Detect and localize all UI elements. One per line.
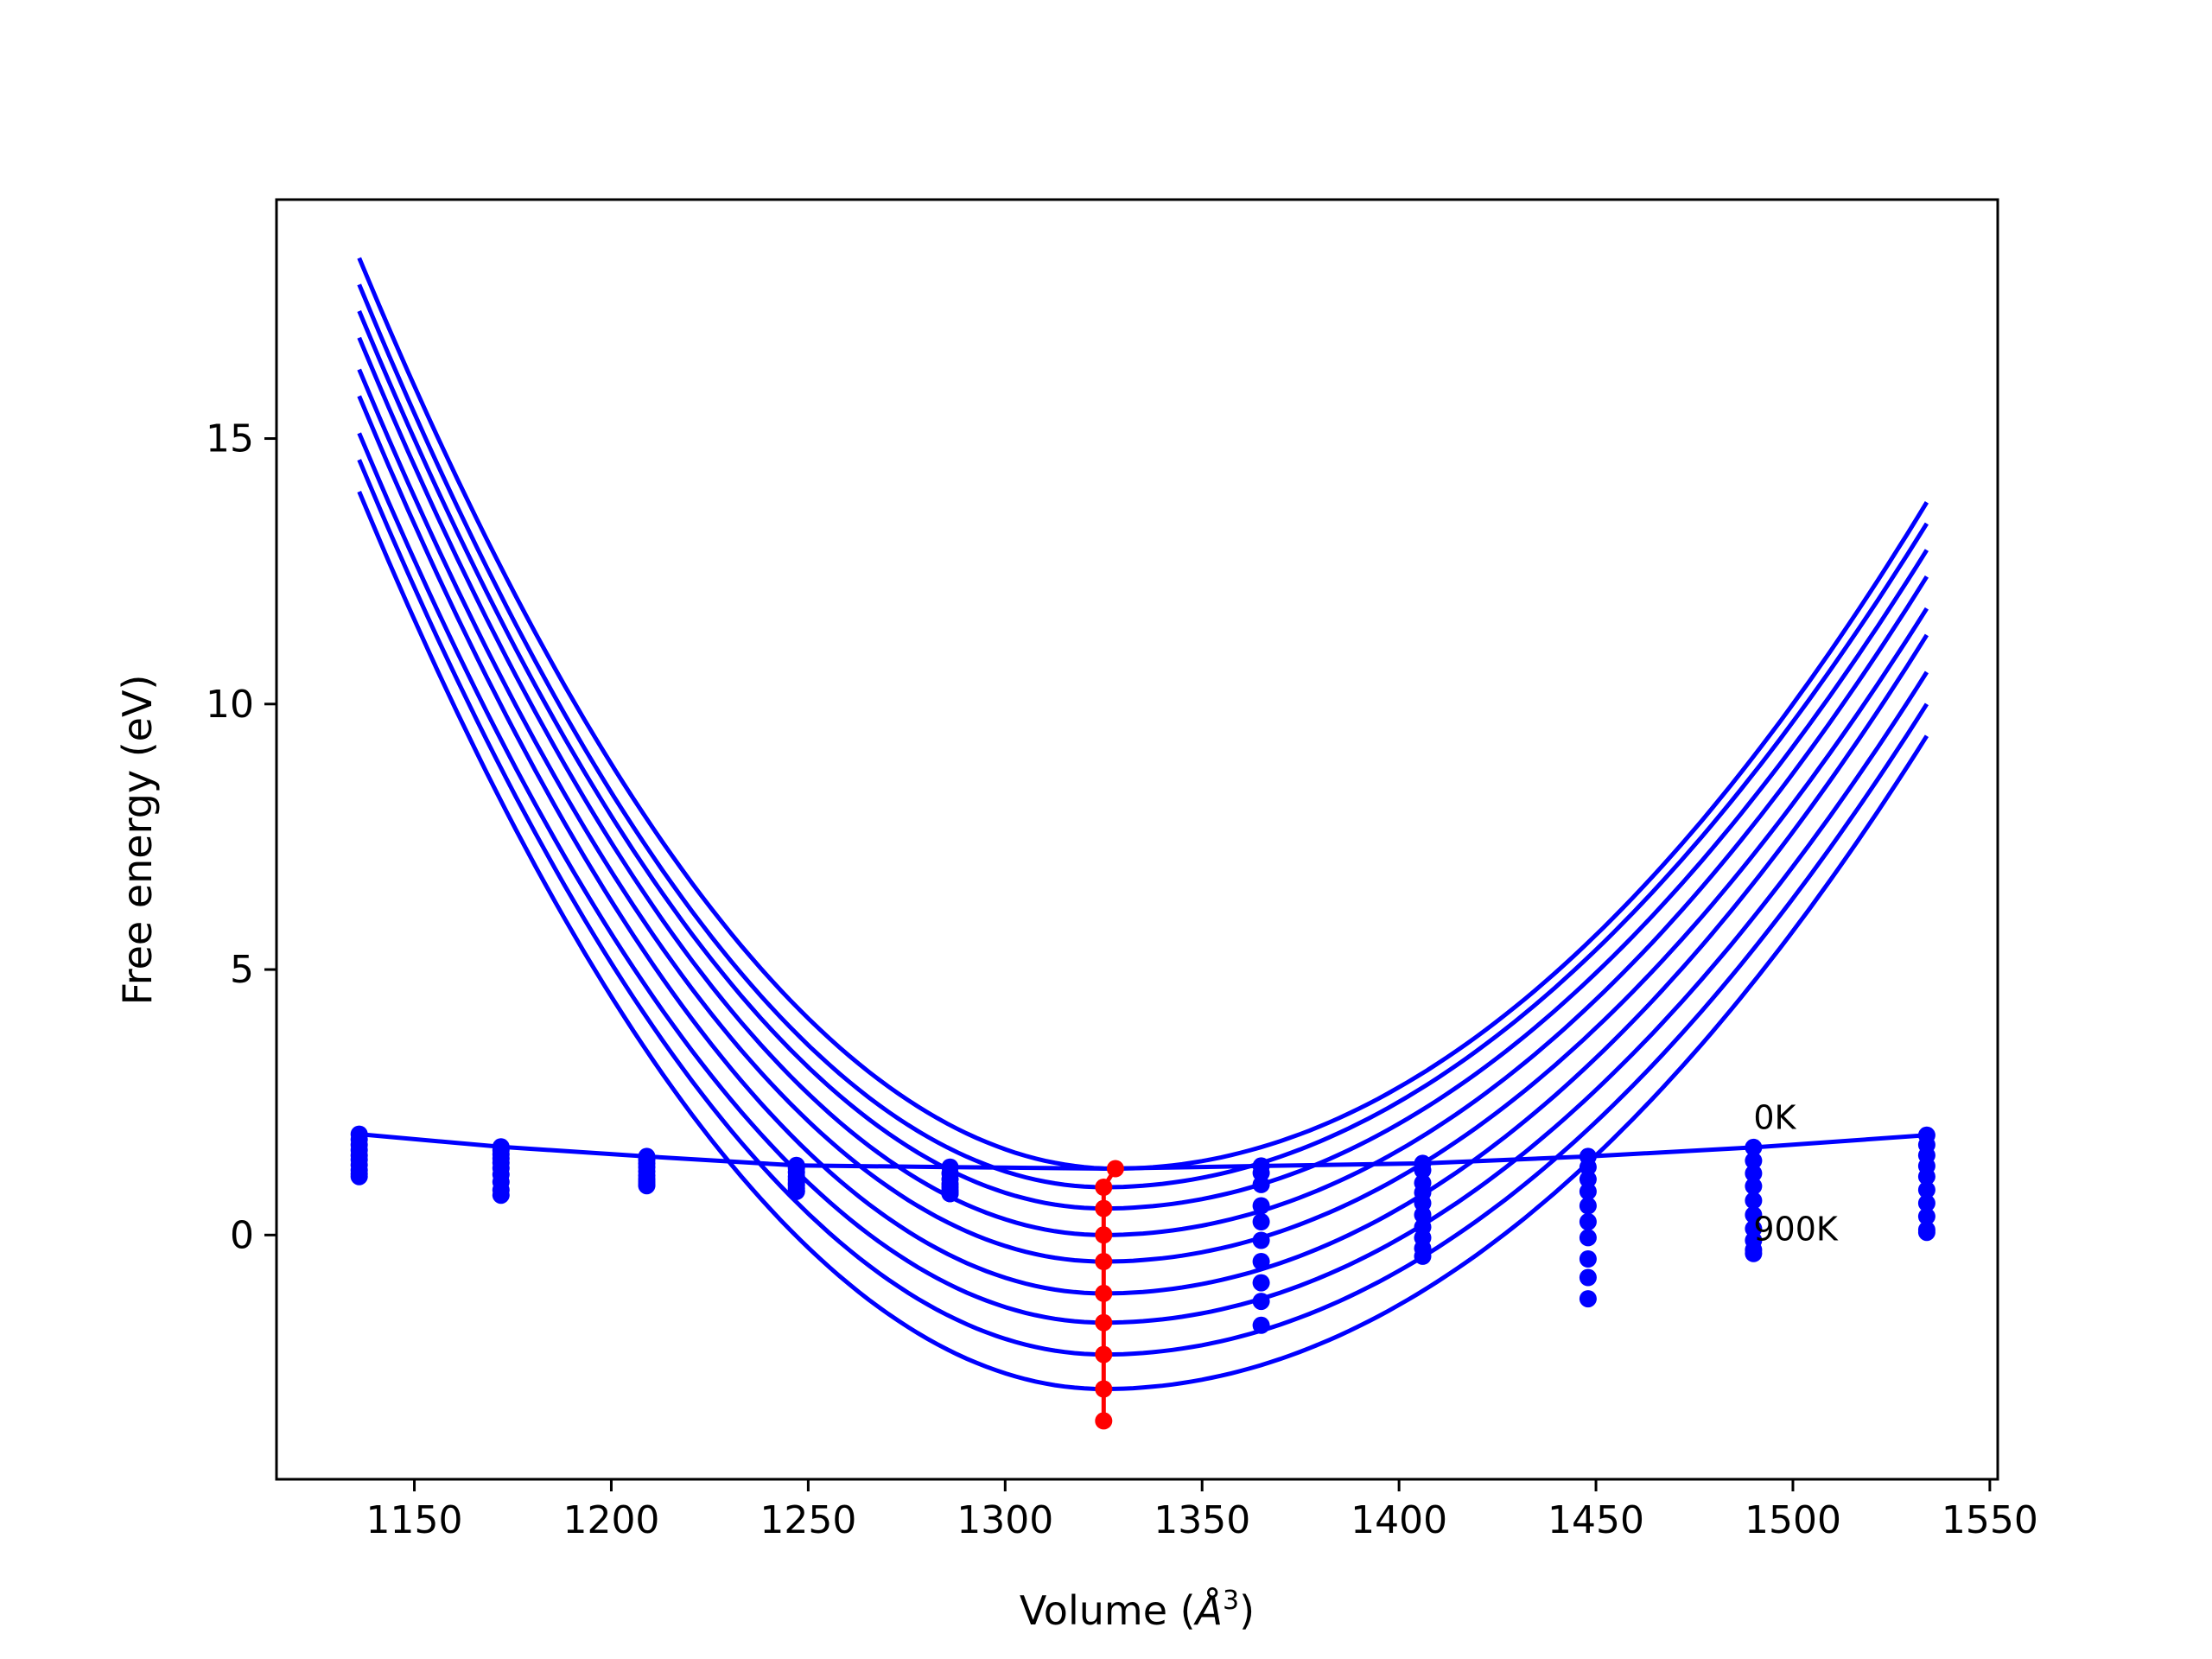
data-point: [638, 1177, 656, 1195]
data-point: [1252, 1274, 1270, 1292]
x-tick-label: 1450: [1548, 1498, 1644, 1542]
minimum-point: [1095, 1199, 1113, 1217]
data-point: [1917, 1167, 1936, 1185]
data-point: [1414, 1161, 1432, 1179]
x-axis-label-text: Volume (: [1020, 1587, 1196, 1634]
data-point: [1579, 1229, 1597, 1247]
data-point: [1917, 1224, 1936, 1242]
annotation-label: 900K: [1753, 1210, 1839, 1248]
data-point: [1917, 1181, 1936, 1199]
data-point: [1252, 1316, 1270, 1334]
x-tick-label: 1350: [1154, 1498, 1250, 1542]
data-point: [1745, 1206, 1763, 1224]
y-tick-label: 0: [230, 1213, 254, 1257]
fit-curve-8: [357, 459, 1929, 1357]
fit-curve-9: [357, 491, 1929, 1392]
minimum-point: [1106, 1160, 1124, 1178]
data-point: [1917, 1207, 1936, 1225]
data-point: [1252, 1293, 1270, 1311]
annotation-label: 0K: [1753, 1098, 1796, 1136]
data-point: [1414, 1206, 1432, 1224]
minima-line: [1101, 1167, 1118, 1421]
x-tick-label: 1250: [760, 1498, 856, 1542]
data-point: [1252, 1175, 1270, 1193]
data-point: [1745, 1177, 1763, 1195]
y-tick-label: 5: [230, 948, 254, 992]
data-point: [1917, 1194, 1936, 1212]
data-point: [1745, 1192, 1763, 1210]
minimum-point: [1095, 1345, 1113, 1363]
data-point: [1579, 1290, 1597, 1308]
data-point: [1414, 1247, 1432, 1265]
data-point: [1252, 1213, 1270, 1230]
x-axis-label-close: ): [1239, 1587, 1255, 1634]
fit-curve-6: [357, 395, 1929, 1296]
data-point: [1745, 1152, 1763, 1170]
x-tick-label: 1550: [1942, 1498, 2038, 1542]
data-point: [350, 1167, 368, 1185]
minimum-point: [1095, 1179, 1113, 1196]
fit-curve-4: [357, 336, 1929, 1237]
x-tick-label: 1150: [366, 1498, 463, 1542]
data-point: [787, 1182, 805, 1200]
data-point: [1579, 1182, 1597, 1200]
minimum-point: [1095, 1284, 1113, 1302]
data-point: [1745, 1138, 1763, 1156]
series-line-0K: [359, 1132, 1928, 1172]
data-point: [1579, 1197, 1597, 1215]
x-axis-label-power: 3: [1223, 1586, 1239, 1616]
y-axis-ticks: 0 5 10 15: [206, 417, 276, 1257]
minimum-point: [1095, 1313, 1113, 1332]
fit-curve-5: [357, 368, 1929, 1264]
minimum-point: [1095, 1380, 1113, 1398]
data-point: [1579, 1158, 1597, 1176]
data-point: [1579, 1213, 1597, 1230]
x-axis-label-unit: Å: [1193, 1587, 1223, 1634]
y-tick-label: 10: [206, 683, 254, 727]
x-axis-label: Volume (Å3): [1020, 1586, 1255, 1634]
x-tick-label: 1200: [563, 1498, 659, 1542]
x-axis-ticks: 1150 1200 1250 1300 1350 1400 1450 1500 1550: [366, 1479, 2038, 1542]
annotations: 0K 900K: [1753, 1098, 1839, 1248]
data-point: [1252, 1253, 1270, 1270]
data-point: [1579, 1268, 1597, 1287]
minimum-point: [1095, 1412, 1113, 1430]
minimum-point: [1095, 1226, 1113, 1244]
data-point: [1252, 1197, 1270, 1215]
data-point: [1579, 1250, 1597, 1268]
data-point: [492, 1186, 510, 1205]
plot-frame: [275, 198, 1999, 1481]
minimum-point: [1095, 1253, 1113, 1270]
x-tick-label: 1300: [957, 1498, 1053, 1542]
fit-curve-7: [357, 432, 1929, 1325]
x-tick-label: 1400: [1351, 1498, 1447, 1542]
data-point: [941, 1182, 959, 1200]
fit-curve-3: [357, 310, 1929, 1211]
data-point: [1745, 1165, 1763, 1182]
fit-curve-2: [357, 283, 1929, 1190]
y-axis-label: Free energy (eV): [114, 675, 161, 1006]
data-point: [1579, 1170, 1597, 1188]
plot-content: [350, 257, 1936, 1430]
y-tick-label: 15: [206, 417, 254, 461]
data-point: [1745, 1244, 1763, 1262]
x-tick-label: 1500: [1745, 1498, 1841, 1542]
data-point: [1252, 1231, 1270, 1249]
